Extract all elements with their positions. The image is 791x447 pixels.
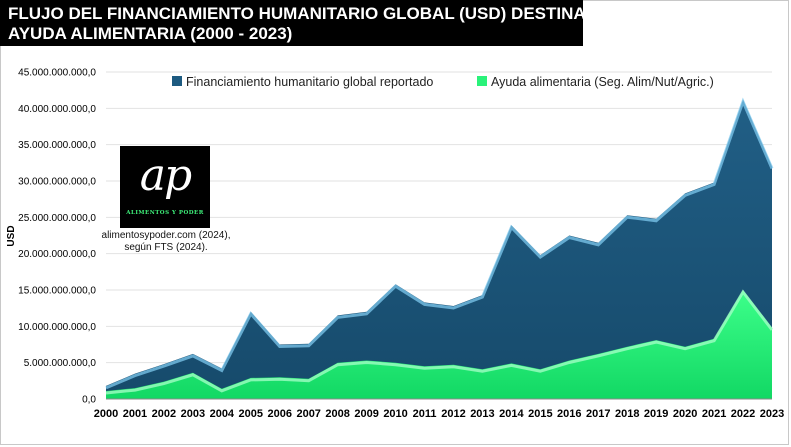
- logo-mark: ap: [139, 150, 192, 201]
- x-tick-label: 2017: [586, 408, 610, 420]
- x-tick-label: 2015: [528, 408, 552, 420]
- area-food-aid: [106, 290, 772, 399]
- chart-title-line-1: FLUJO DEL FINANCIAMIENTO HUMANITARIO GLO…: [8, 4, 655, 23]
- area-total-funding: [106, 99, 772, 399]
- area-total-funding-edge: [105, 97, 774, 390]
- x-tick-label: 2018: [615, 408, 639, 420]
- x-tick-label: 2016: [557, 408, 581, 420]
- y-tick-label: 25.000.000.000,0: [18, 213, 96, 224]
- y-tick-label: 20.000.000.000,0: [18, 249, 96, 260]
- y-tick-label: 0,0: [82, 395, 96, 406]
- x-tick-label: 2001: [123, 408, 147, 420]
- y-tick-label: 40.000.000.000,0: [18, 104, 96, 115]
- y-tick-label: 10.000.000.000,0: [18, 322, 96, 333]
- source-line-1: alimentosypoder.com (2024),: [101, 230, 231, 241]
- legend-swatch-food: [477, 76, 487, 86]
- area-food-aid-edge: [105, 289, 774, 395]
- x-tick-label: 2013: [470, 408, 494, 420]
- y-tick-label: 45.000.000.000,0: [18, 68, 96, 79]
- x-tick-label: 2000: [94, 408, 118, 420]
- x-tick-label: 2019: [644, 408, 668, 420]
- x-tick-label: 2012: [441, 408, 465, 420]
- x-tick-label: 2008: [325, 408, 349, 420]
- y-axis-label: USD: [6, 225, 17, 246]
- x-tick-label: 2009: [354, 408, 378, 420]
- x-tick-label: 2023: [760, 408, 784, 420]
- legend: Financiamiento humanitario global report…: [172, 75, 714, 89]
- y-tick-label: 30.000.000.000,0: [18, 177, 96, 188]
- x-tick-label: 2003: [181, 408, 205, 420]
- legend-label-food: Ayuda alimentaria (Seg. Alim/Nut/Agric.): [491, 75, 714, 89]
- x-tick-label: 2010: [383, 408, 407, 420]
- x-tick-label: 2005: [239, 408, 263, 420]
- x-tick-label: 2022: [731, 408, 755, 420]
- x-tick-label: 2020: [673, 408, 697, 420]
- chart-title-line-2: AYUDA ALIMENTARIA (2000 - 2023): [8, 24, 293, 43]
- x-tick-label: 2004: [210, 408, 235, 420]
- y-tick-label: 15.000.000.000,0: [18, 286, 96, 297]
- source-line-2: según FTS (2024).: [124, 242, 208, 253]
- chart-title: FLUJO DEL FINANCIAMIENTO HUMANITARIO GLO…: [0, 0, 655, 46]
- x-tick-label: 2007: [296, 408, 320, 420]
- series-areas: [105, 97, 774, 400]
- y-axis-ticks: 0,0 5.000.000.000,0 10.000.000.000,0 15.000…: [18, 68, 96, 406]
- logo-tagline: ALIMENTOS Y PODER: [126, 210, 204, 216]
- y-tick-label: 35.000.000.000,0: [18, 140, 96, 151]
- x-tick-label: 2011: [413, 408, 437, 420]
- legend-swatch-total: [172, 76, 182, 86]
- x-tick-label: 2021: [702, 408, 726, 420]
- x-tick-label: 2002: [152, 408, 176, 420]
- x-tick-label: 2006: [267, 408, 291, 420]
- x-axis-ticks: 2000 2001 2002 2003 2004 2005 2006 2007 2008 2009…: [94, 408, 784, 420]
- brand-logo: ap ALIMENTOS Y PODER: [120, 146, 210, 228]
- legend-label-total: Financiamiento humanitario global report…: [186, 75, 433, 89]
- x-tick-label: 2014: [499, 408, 524, 420]
- source-note: alimentosypoder.com (2024), según FTS (2…: [96, 230, 236, 254]
- y-tick-label: 5.000.000.000,0: [24, 358, 97, 369]
